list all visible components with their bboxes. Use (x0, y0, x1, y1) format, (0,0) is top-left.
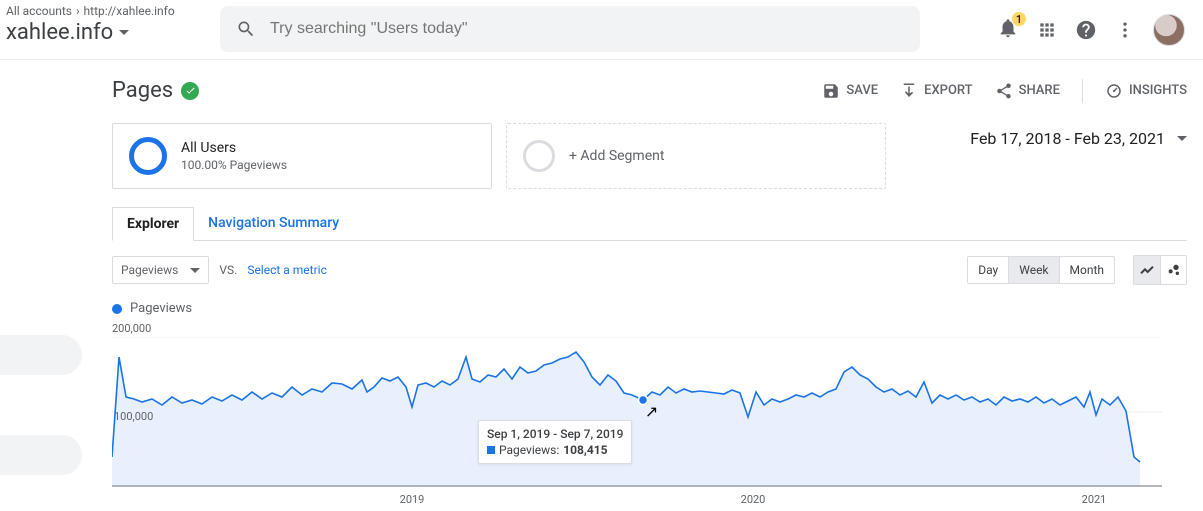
download-icon (900, 82, 918, 100)
save-label: SAVE (846, 83, 878, 98)
tooltip-value: 108,415 (563, 443, 607, 457)
x-tick-label: 2019 (400, 493, 425, 506)
property-name: xahlee.info (6, 20, 113, 45)
chart[interactable]: 100,000 Sep 1, 2019 - Sep 7, 2019 Pagevi… (112, 337, 1187, 487)
bubble-chart-icon (1166, 262, 1182, 278)
save-icon (822, 82, 840, 100)
share-label: SHARE (1019, 83, 1060, 98)
kebab-icon[interactable] (1115, 20, 1135, 40)
chevron-right-icon: › (76, 4, 80, 18)
tabs: Explorer Navigation Summary (112, 207, 1187, 241)
help-icon[interactable] (1075, 19, 1097, 41)
period-day[interactable]: Day (968, 257, 1008, 283)
tab-explorer[interactable]: Explorer (112, 207, 194, 241)
verified-badge-icon (181, 82, 199, 100)
caret-down-icon (1177, 136, 1187, 141)
apps-icon[interactable] (1037, 20, 1057, 40)
period-week[interactable]: Week (1008, 257, 1058, 283)
date-range-text: Feb 17, 2018 - Feb 23, 2021 (970, 129, 1165, 148)
y-tick-mid: 100,000 (114, 410, 153, 423)
select-metric-link[interactable]: Select a metric (247, 263, 327, 277)
legend-dot-icon (112, 304, 122, 314)
search-box[interactable] (220, 6, 920, 52)
export-label: EXPORT (924, 83, 972, 98)
account-picker[interactable]: All accounts › http://xahlee.info xahlee… (6, 4, 206, 45)
vs-label: VS. (219, 263, 237, 277)
y-tick-top: 200,000 (112, 322, 1187, 335)
export-button[interactable]: EXPORT (900, 82, 972, 100)
x-tick-label: 2020 (741, 493, 766, 506)
search-icon (236, 19, 256, 39)
period-toggle: Day Week Month (967, 256, 1115, 284)
tooltip-metric: Pageviews: (499, 443, 559, 457)
add-segment-label: + Add Segment (569, 148, 664, 164)
viz-toggle (1133, 255, 1187, 285)
page-header: Pages SAVE EXPORT SHARE INSIGHTS (112, 78, 1187, 103)
segment-card[interactable]: All Users 100.00% Pageviews (112, 123, 492, 189)
share-icon (995, 82, 1013, 100)
x-axis-ticks: 2019 2020 2021 (112, 493, 1187, 511)
cursor-icon: ↖ (645, 402, 658, 421)
metric-dropdown[interactable]: Pageviews (112, 256, 209, 284)
notification-badge: 1 (1011, 11, 1027, 27)
segment-name: All Users (181, 140, 287, 156)
viz-line-button[interactable] (1134, 256, 1160, 284)
x-tick-label: 2021 (1082, 493, 1107, 506)
top-bar: All accounts › http://xahlee.info xahlee… (0, 0, 1203, 60)
page-title: Pages (112, 78, 173, 103)
search-input[interactable] (270, 20, 904, 38)
breadcrumb-root: All accounts (6, 4, 72, 18)
dashed-circle-icon (523, 140, 555, 172)
period-month[interactable]: Month (1059, 257, 1114, 283)
legend-label: Pageviews (130, 301, 192, 316)
insights-icon (1105, 82, 1123, 100)
page-content: Pages SAVE EXPORT SHARE INSIGHTS (0, 60, 1203, 511)
add-segment-button[interactable]: + Add Segment (506, 123, 886, 189)
segment-circle-icon (129, 137, 167, 175)
segment-sub: 100.00% Pageviews (181, 158, 287, 172)
avatar[interactable] (1153, 14, 1185, 46)
notifications-button[interactable]: 1 (997, 17, 1019, 43)
line-chart-svg (112, 337, 1162, 487)
caret-down-icon (119, 30, 129, 35)
caret-down-icon (190, 268, 200, 273)
tooltip-range: Sep 1, 2019 - Sep 7, 2019 (487, 427, 623, 441)
breadcrumb: All accounts › http://xahlee.info (6, 4, 206, 18)
breadcrumb-url: http://xahlee.info (84, 4, 175, 18)
chart-tooltip: Sep 1, 2019 - Sep 7, 2019 Pageviews: 108… (478, 420, 632, 464)
divider (1082, 79, 1083, 103)
tab-navigation-summary[interactable]: Navigation Summary (194, 207, 353, 240)
metric-dropdown-label: Pageviews (121, 263, 178, 277)
line-chart-icon (1139, 262, 1155, 278)
viz-bubble-button[interactable] (1160, 256, 1186, 284)
insights-label: INSIGHTS (1129, 83, 1187, 98)
save-button[interactable]: SAVE (822, 82, 878, 100)
date-range-picker[interactable]: Feb 17, 2018 - Feb 23, 2021 (970, 123, 1187, 148)
tooltip-color-icon (487, 446, 495, 454)
insights-button[interactable]: INSIGHTS (1105, 82, 1187, 100)
share-button[interactable]: SHARE (995, 82, 1060, 100)
